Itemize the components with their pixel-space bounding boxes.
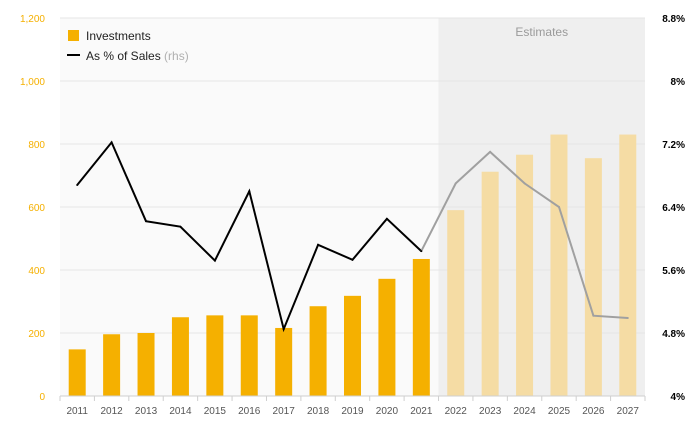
x-tick-label: 2022 bbox=[445, 406, 468, 417]
y-right-tick-label: 8% bbox=[671, 77, 686, 88]
x-tick-label: 2012 bbox=[100, 406, 123, 417]
y-right-tick-label: 4% bbox=[671, 392, 686, 403]
bar-2017 bbox=[275, 327, 293, 396]
x-tick-label: 2027 bbox=[617, 406, 640, 417]
y-left-tick-label: 800 bbox=[28, 140, 45, 151]
x-tick-label: 2018 bbox=[307, 406, 330, 417]
bar-2013 bbox=[137, 333, 155, 396]
estimates-label: Estimates bbox=[515, 25, 568, 39]
line-point-2023 bbox=[489, 150, 492, 153]
legend-label-investments: Investments bbox=[86, 29, 151, 43]
bar-2012 bbox=[103, 334, 121, 396]
legend-swatch-investments bbox=[68, 30, 79, 41]
bar-2025 bbox=[550, 134, 568, 397]
bar-2023 bbox=[481, 171, 499, 396]
line-point-2015 bbox=[213, 259, 216, 262]
y-axis-left: 0 200 400 600 800 1,000 1,200 bbox=[20, 14, 45, 403]
x-tick-label: 2023 bbox=[479, 406, 502, 417]
x-tick-label: 2020 bbox=[376, 406, 399, 417]
y-right-tick-label: 7.2% bbox=[662, 140, 685, 151]
y-left-tick-label: 200 bbox=[28, 329, 45, 340]
bar-series bbox=[68, 134, 637, 397]
line-point-2014 bbox=[179, 225, 182, 228]
x-tick-label: 2019 bbox=[341, 406, 364, 417]
line-point-2025 bbox=[557, 206, 560, 208]
x-tick-label: 2017 bbox=[273, 406, 296, 417]
x-tick-label: 2024 bbox=[513, 406, 536, 417]
y-left-tick-label: 0 bbox=[39, 392, 45, 403]
y-right-tick-label: 5.6% bbox=[662, 266, 685, 277]
line-point-2012 bbox=[110, 141, 113, 144]
bar-2015 bbox=[206, 315, 224, 396]
y-left-tick-label: 600 bbox=[28, 203, 45, 214]
line-series bbox=[76, 140, 629, 333]
line-point-2026 bbox=[592, 314, 595, 317]
legend-label-sales: As % of Sales (rhs) bbox=[86, 49, 189, 63]
line-point-2022 bbox=[454, 182, 457, 185]
line-point-2024 bbox=[523, 182, 526, 185]
y-right-tick-label: 8.8% bbox=[662, 14, 685, 25]
legend-label-sales-name: As % of Sales bbox=[86, 49, 164, 63]
bar-2026 bbox=[584, 158, 602, 396]
bar-2019 bbox=[344, 295, 361, 396]
y-left-tick-label: 1,200 bbox=[20, 14, 45, 25]
bar-2022 bbox=[447, 210, 465, 396]
line-point-2021 bbox=[420, 250, 423, 253]
line-point-2020 bbox=[385, 217, 388, 220]
y-right-tick-label: 6.4% bbox=[662, 203, 685, 214]
line-point-2018 bbox=[317, 243, 320, 246]
y-axis-right: 4% 4.8% 5.6% 6.4% 7.2% 8% 8.8% bbox=[662, 14, 685, 403]
y-right-tick-label: 4.8% bbox=[662, 329, 685, 340]
bar-2018 bbox=[309, 306, 327, 396]
x-tick-label: 2026 bbox=[582, 406, 605, 417]
bar-2024 bbox=[516, 154, 534, 396]
bar-2011 bbox=[68, 349, 86, 396]
x-tick-label: 2025 bbox=[548, 406, 571, 417]
x-axis: 2011 2012 2013 2014 2015 2016 2017 2018 2019 2020… bbox=[59, 395, 646, 417]
line-point-2027 bbox=[626, 317, 629, 320]
x-tick-label: 2015 bbox=[204, 406, 227, 417]
x-tick-label: 2016 bbox=[238, 406, 261, 417]
line-point-2017 bbox=[282, 328, 285, 331]
legend: Investments As % of Sales (rhs) bbox=[67, 29, 189, 63]
x-tick-label: 2011 bbox=[66, 406, 88, 417]
y-left-tick-label: 400 bbox=[28, 266, 45, 277]
line-point-2011 bbox=[76, 183, 79, 186]
bar-2014 bbox=[171, 317, 189, 396]
line-point-2019 bbox=[351, 258, 354, 261]
bar-2016 bbox=[240, 315, 258, 396]
legend-label-sales-suffix: (rhs) bbox=[164, 49, 189, 63]
bar-2020 bbox=[378, 278, 396, 396]
x-tick-label: 2014 bbox=[169, 406, 192, 417]
x-tick-label: 2021 bbox=[410, 406, 433, 417]
x-tick-label: 2013 bbox=[135, 406, 158, 417]
bar-2021 bbox=[412, 258, 430, 396]
line-point-2013 bbox=[145, 220, 148, 223]
line-point-2016 bbox=[248, 190, 251, 193]
bar-2027 bbox=[619, 134, 637, 397]
y-left-tick-label: 1,000 bbox=[20, 77, 45, 88]
